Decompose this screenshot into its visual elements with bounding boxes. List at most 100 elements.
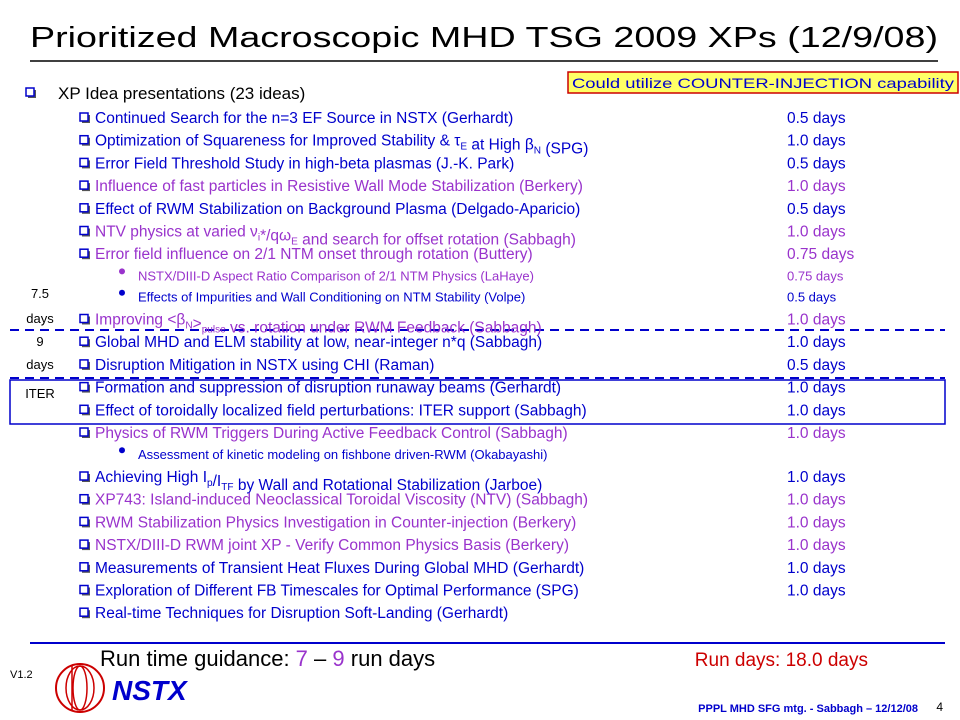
text-run: Exploration of Different FB Timescales f… [95, 583, 579, 600]
xp-item: Physics of RWM Triggers During Active Fe… [95, 425, 568, 442]
bullet [79, 359, 89, 369]
page-number: 4 [936, 700, 943, 714]
text-run: Effects of Impurities and Wall Condition… [138, 290, 525, 305]
text-run: NTV physics at varied ν [95, 224, 258, 241]
bullet [79, 471, 89, 481]
xp-days: 0.5 days [787, 201, 846, 218]
bullet [79, 607, 89, 617]
bullet [79, 203, 89, 213]
bullet [79, 134, 89, 145]
xp-days: 1.0 days [787, 583, 846, 600]
subscript: TF [221, 482, 233, 493]
text-run: Continued Search for the n=3 EF Source i… [95, 110, 513, 127]
logo-text: NSTX [112, 675, 189, 706]
xp-item: Error field influence on 2/1 NTM onset t… [95, 246, 533, 263]
xp-item: Continued Search for the n=3 EF Source i… [95, 110, 513, 127]
xp-item: Exploration of Different FB Timescales f… [95, 583, 579, 600]
text-run: Influence of fast particles in Resistive… [95, 178, 583, 195]
side-label: days [26, 311, 54, 326]
text-run: Measurements of Transient Heat Fluxes Du… [95, 560, 584, 577]
bullet [79, 157, 89, 168]
bullet [79, 516, 89, 527]
bullet [79, 225, 89, 236]
logo-icon [55, 663, 105, 713]
xp-sub-item: NSTX/DIII-D Aspect Ratio Comparison of 2… [138, 268, 534, 283]
bullet [79, 180, 89, 190]
subscript: p [207, 478, 213, 489]
xp-item: Effect of RWM Stabilization on Backgroun… [95, 201, 580, 218]
bullet [79, 427, 89, 437]
text-run: XP743: Island-induced Neoclassical Toroi… [95, 492, 588, 509]
run-days: Run days: 18.0 days [695, 650, 868, 671]
bullet [79, 112, 89, 122]
side-labels: 7.5 days 9 days ITER [25, 286, 55, 401]
text-run: Error Field Threshold Study in high-beta… [95, 155, 514, 172]
header-item: XP Idea presentations (23 ideas) [58, 84, 305, 103]
text-run: Assessment of kinetic modeling on fishbo… [138, 447, 547, 462]
xp-days: 1.0 days [787, 514, 846, 531]
xp-item: NTV physics at varied νi*/qωE and search… [95, 224, 576, 249]
bullet [79, 562, 89, 572]
xp-days: 1.0 days [787, 380, 846, 397]
sub-bullet [119, 447, 125, 454]
text-run: Physics of RWM Triggers During Active Fe… [95, 425, 568, 442]
text-run: */qω [260, 228, 291, 245]
run-time-guidance: Run time guidance: 7 – 9 run days [100, 646, 435, 671]
text-run: (SPG) [541, 141, 588, 158]
xp-item: Effect of toroidally localized field per… [95, 402, 587, 419]
text-run: > [193, 316, 202, 333]
bullet [79, 539, 89, 549]
bullet [79, 584, 89, 595]
xp-days: 1.0 days [787, 133, 846, 150]
xp-days: 1.0 days [787, 312, 846, 329]
xp-days: 1.0 days [787, 425, 846, 442]
text-run: Disruption Mitigation in NSTX using CHI … [95, 357, 434, 374]
side-label: days [26, 357, 54, 372]
version: V1.2 [10, 669, 33, 681]
text-run: by Wall and Rotational Stabilization (Ja… [234, 477, 543, 494]
sub-bullet [119, 289, 125, 296]
xp-item: Error Field Threshold Study in high-beta… [95, 155, 514, 172]
bullet [79, 248, 89, 258]
text-run: and search for offset rotation (Sabbagh) [298, 232, 576, 249]
side-label: ITER [25, 386, 55, 401]
xp-days: 1.0 days [787, 492, 846, 509]
subscript: pulse [202, 325, 226, 336]
xp-item: Formation and suppression of disruption … [95, 380, 561, 397]
side-label: 7.5 [31, 286, 49, 301]
subscript: E [291, 237, 298, 248]
text-run: Effect of toroidally localized field per… [95, 402, 587, 419]
xp-sub-days: 0.75 days [787, 268, 844, 283]
guidance-part: run days [345, 646, 436, 671]
bullet [79, 336, 89, 346]
xp-item: Influence of fast particles in Resistive… [95, 178, 583, 195]
xp-item: Real-time Techniques for Disruption Soft… [95, 605, 508, 622]
subscript: N [534, 146, 541, 157]
iter-box [9, 379, 946, 425]
bullet [79, 381, 89, 392]
text-run: at High β [467, 137, 534, 154]
bullet [79, 313, 89, 324]
xp-days: 1.0 days [787, 402, 846, 419]
xp-days: 1.0 days [787, 334, 846, 351]
xp-item: RWM Stabilization Physics Investigation … [95, 514, 576, 531]
xp-list: Continued Search for the n=3 EF Source i… [25, 87, 854, 622]
text-run: Optimization of Squareness for Improved … [95, 133, 460, 150]
text-run: Improving <β [95, 312, 185, 329]
footer: PPPL MHD SFG mtg. - Sabbagh – 12/12/08 [698, 703, 918, 715]
text-run: Achieving High I [95, 469, 207, 486]
xp-days: 1.0 days [787, 537, 846, 554]
xp-item: Achieving High Ip/ITF by Wall and Rotati… [95, 469, 542, 494]
guidance-part: 9 [332, 646, 344, 671]
subscript: E [460, 142, 467, 153]
text-run: NSTX/DIII-D RWM joint XP - Verify Common… [95, 537, 569, 554]
xp-days: 0.5 days [787, 357, 846, 374]
xp-item: NSTX/DIII-D RWM joint XP - Verify Common… [95, 537, 569, 554]
text-run: Effect of RWM Stabilization on Backgroun… [95, 201, 580, 218]
xp-days: 1.0 days [787, 178, 846, 195]
subscript: N [185, 321, 192, 332]
xp-days: 1.0 days [787, 469, 846, 486]
xp-item: XP743: Island-induced Neoclassical Toroi… [95, 492, 588, 509]
guidance-part: – [308, 646, 332, 671]
